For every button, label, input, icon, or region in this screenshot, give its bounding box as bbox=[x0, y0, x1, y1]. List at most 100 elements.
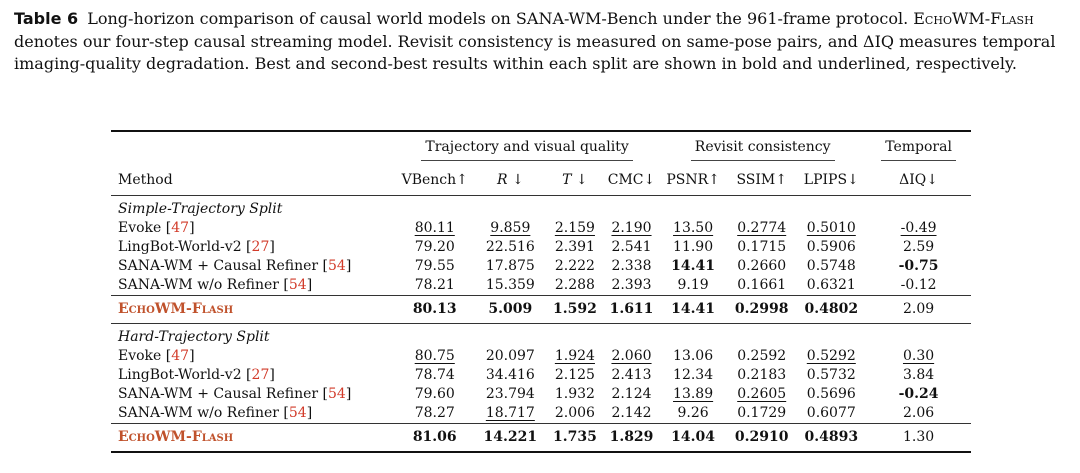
value: 0.1661 bbox=[737, 277, 787, 293]
value: 0.2592 bbox=[737, 348, 787, 364]
value: 2.391 bbox=[554, 239, 595, 255]
citation-link[interactable]: 54 bbox=[328, 258, 346, 274]
method-cell: Evoke [47] bbox=[118, 220, 195, 236]
value: -0.75 bbox=[898, 258, 939, 274]
value-cell: 0.1715 bbox=[727, 238, 797, 257]
method-name: LingBot-World-v2 bbox=[118, 239, 242, 255]
group-header-temporal: Temporal bbox=[881, 138, 956, 161]
citation-link[interactable]: 27 bbox=[251, 239, 270, 255]
value-cell: 1.592 bbox=[546, 295, 604, 324]
value-cell: 2.541 bbox=[604, 238, 660, 257]
value: 18.717 bbox=[485, 405, 535, 421]
value-cell: 2.393 bbox=[604, 276, 660, 296]
value: 14.221 bbox=[483, 429, 538, 445]
value-cell: 0.2774 bbox=[727, 219, 797, 238]
value-cell: 78.27 bbox=[395, 404, 475, 424]
col-header-vbench: VBench↑ bbox=[401, 172, 468, 188]
value-cell: 2.391 bbox=[546, 238, 604, 257]
value: 80.13 bbox=[412, 301, 457, 317]
value: 1.932 bbox=[554, 386, 595, 402]
col-header-lpips: LPIPS↓ bbox=[803, 172, 859, 188]
value-cell: 0.5292 bbox=[796, 347, 866, 366]
value: 0.30 bbox=[902, 348, 935, 364]
value-cell: 80.11 bbox=[395, 219, 475, 238]
citation-link[interactable]: 27 bbox=[251, 367, 270, 383]
value: 22.516 bbox=[485, 239, 535, 255]
value: 34.416 bbox=[485, 367, 535, 383]
value-cell: 80.13 bbox=[394, 295, 475, 324]
value-cell: 13.06 bbox=[659, 347, 727, 366]
value-cell: 0.2183 bbox=[727, 366, 797, 385]
value: 9.859 bbox=[490, 220, 531, 236]
value: 11.90 bbox=[673, 239, 714, 255]
ours-row: EchoWM-Flash 81.06 14.221 1.735 1.829 14.04 0.… bbox=[111, 423, 971, 453]
value: 1.611 bbox=[609, 301, 654, 317]
value: 0.5010 bbox=[806, 220, 856, 236]
value: 23.794 bbox=[485, 386, 535, 402]
value-cell: 2.09 bbox=[866, 295, 971, 324]
value: -0.49 bbox=[900, 220, 937, 236]
value-cell: 2.060 bbox=[604, 347, 660, 366]
table-row: SANA-WM w/o Refiner [54] 78.21 15.359 2.288… bbox=[111, 276, 971, 296]
value-cell: 34.416 bbox=[475, 366, 546, 385]
value-cell: 1.924 bbox=[546, 347, 604, 366]
value-cell: 2.124 bbox=[604, 385, 660, 404]
value-cell: 79.55 bbox=[395, 257, 475, 276]
value-cell: 2.006 bbox=[546, 404, 604, 424]
split-title-row: Hard-Trajectory Split bbox=[111, 323, 971, 347]
col-header-ssim: SSIM↑ bbox=[736, 172, 787, 188]
value: 0.1729 bbox=[737, 405, 787, 421]
value: 2.125 bbox=[554, 367, 595, 383]
value: 2.393 bbox=[611, 277, 652, 293]
method-name: LingBot-World-v2 bbox=[118, 367, 242, 383]
value-cell: 80.75 bbox=[395, 347, 475, 366]
value: 2.006 bbox=[554, 405, 595, 421]
table-row: Evoke [47] 80.75 20.097 1.924 2.060 13.06 0.25… bbox=[111, 347, 971, 366]
method-cell: EchoWM-Flash bbox=[111, 295, 395, 324]
value: 81.06 bbox=[412, 429, 457, 445]
value-cell: 3.84 bbox=[866, 366, 971, 385]
value: 2.222 bbox=[554, 258, 595, 274]
col-header-method: Method bbox=[118, 172, 173, 188]
citation-link[interactable]: 54 bbox=[288, 277, 307, 293]
value-cell: 79.60 bbox=[395, 385, 475, 404]
column-header-row: Method VBench↑ R ↓ T ↓ CMC↓ PSNR↑ SSIM↑ … bbox=[111, 165, 971, 196]
value-cell: -0.49 bbox=[866, 219, 971, 238]
caption-model-name: EchoWM-Flash bbox=[913, 9, 1034, 28]
value-cell: 2.190 bbox=[604, 219, 660, 238]
value: 13.50 bbox=[673, 220, 714, 236]
value: 0.6077 bbox=[806, 405, 856, 421]
caption-text-part2: denotes our four-step causal streaming m… bbox=[14, 31, 1056, 74]
value: 15.359 bbox=[485, 277, 535, 293]
value: 2.288 bbox=[554, 277, 595, 293]
table-row: SANA-WM + Causal Refiner [54] 79.60 23.794… bbox=[111, 385, 971, 404]
value: -0.12 bbox=[900, 277, 937, 293]
value-cell: 0.2910 bbox=[726, 423, 797, 453]
method-name: Evoke bbox=[118, 220, 162, 236]
method-cell: SANA-WM w/o Refiner [54] bbox=[118, 277, 313, 293]
caption-text-part1: Long-horizon comparison of causal world … bbox=[87, 9, 909, 28]
value-cell: 1.30 bbox=[866, 423, 971, 453]
table-row: LingBot-World-v2 [27] 78.74 34.416 2.125 2.4… bbox=[111, 366, 971, 385]
value-cell: 2.338 bbox=[604, 257, 660, 276]
value-cell: 11.90 bbox=[659, 238, 727, 257]
citation-link[interactable]: 47 bbox=[171, 348, 190, 364]
value-cell: 0.6321 bbox=[796, 276, 866, 296]
citation-link[interactable]: 54 bbox=[288, 405, 307, 421]
value: 0.4893 bbox=[804, 429, 859, 445]
value: 78.21 bbox=[414, 277, 455, 293]
value: -0.24 bbox=[898, 386, 939, 402]
value: 14.41 bbox=[671, 258, 715, 274]
value: 0.5732 bbox=[806, 367, 856, 383]
citation-link[interactable]: 54 bbox=[328, 386, 346, 402]
value: 78.27 bbox=[414, 405, 455, 421]
value-cell: 0.2660 bbox=[727, 257, 797, 276]
value: 1.829 bbox=[609, 429, 654, 445]
citation-link[interactable]: 47 bbox=[171, 220, 190, 236]
value: 80.75 bbox=[414, 348, 455, 364]
value: 0.4802 bbox=[804, 301, 859, 317]
value: 0.5696 bbox=[806, 386, 856, 402]
value-cell: 9.19 bbox=[659, 276, 727, 296]
value: 79.60 bbox=[414, 386, 455, 402]
value-cell: -0.12 bbox=[866, 276, 971, 296]
